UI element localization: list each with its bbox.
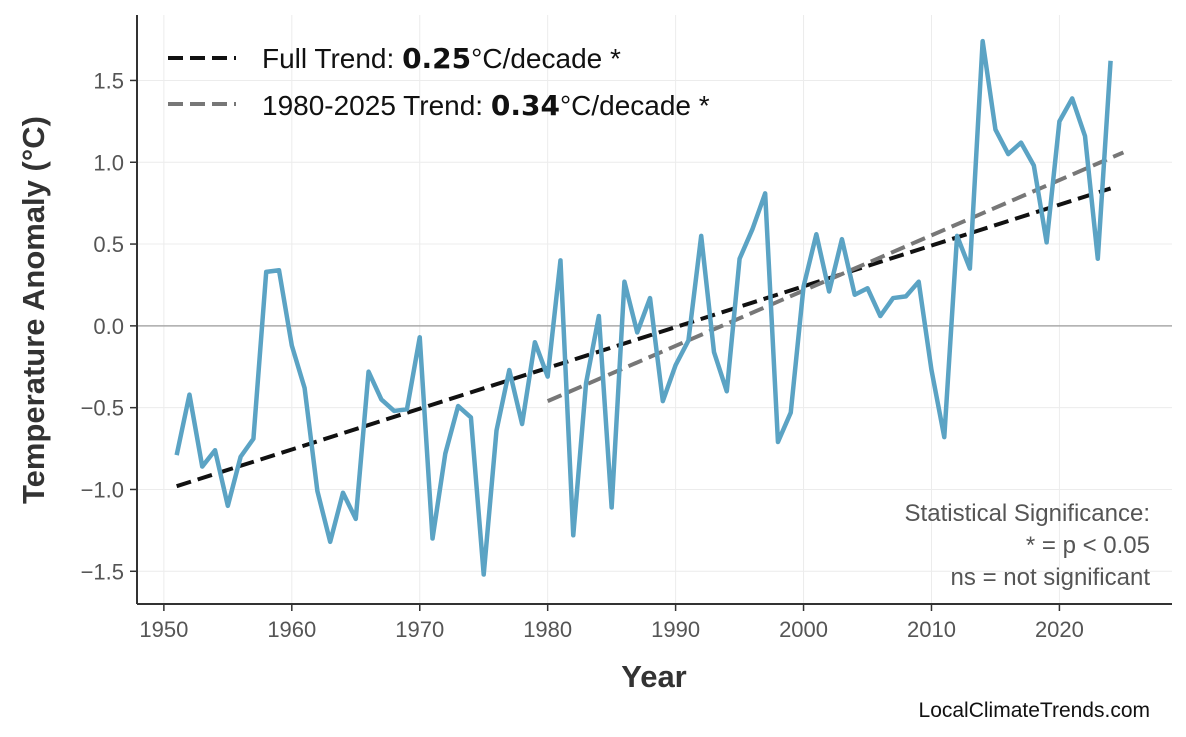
y-ticks: −1.5 −1.0 −0.5 0.0 0.5 1.0 1.5	[81, 68, 137, 584]
recent-trend-line	[546, 150, 1125, 403]
source-credit: LocalClimateTrends.com	[919, 699, 1150, 722]
y-tick-label: −0.5	[81, 396, 124, 421]
x-tick-label: 1990	[651, 617, 700, 642]
y-tick-label: −1.5	[81, 559, 124, 584]
y-axis-label: Temperature Anomaly (°C)	[16, 116, 51, 504]
x-tick-label: 1970	[395, 617, 444, 642]
y-tick-label: 0.5	[93, 232, 124, 257]
x-tick-label: 2020	[1035, 617, 1084, 642]
x-axis-label: Year	[621, 659, 687, 694]
trend-lines	[176, 150, 1125, 489]
significance-note: Statistical Significance: * = p < 0.05 n…	[905, 500, 1151, 591]
legend-recent-trend-label: 1980-2025 Trend: 0.34°C/decade *	[262, 89, 710, 122]
y-tick-label: 1.0	[93, 150, 124, 175]
legend: Full Trend: 0.25°C/decade * 1980-2025 Tr…	[168, 42, 710, 122]
axes	[136, 15, 1172, 605]
note-line: ns = not significant	[951, 564, 1151, 591]
x-tick-label: 1950	[139, 617, 188, 642]
y-tick-label: 0.0	[93, 314, 124, 339]
x-tick-label: 2000	[779, 617, 828, 642]
anomaly-series-line	[174, 38, 1113, 577]
x-tick-label: 1980	[523, 617, 572, 642]
y-tick-label: 1.5	[93, 68, 124, 93]
note-line: * = p < 0.05	[1026, 532, 1150, 559]
y-tick-label: −1.0	[81, 477, 124, 502]
note-line: Statistical Significance:	[905, 500, 1150, 527]
x-tick-label: 2010	[907, 617, 956, 642]
x-tick-label: 1960	[267, 617, 316, 642]
x-ticks: 1950 1960 1970 1980 1990 2000 2010 2020	[139, 604, 1084, 642]
legend-full-trend-label: Full Trend: 0.25°C/decade *	[262, 42, 621, 75]
